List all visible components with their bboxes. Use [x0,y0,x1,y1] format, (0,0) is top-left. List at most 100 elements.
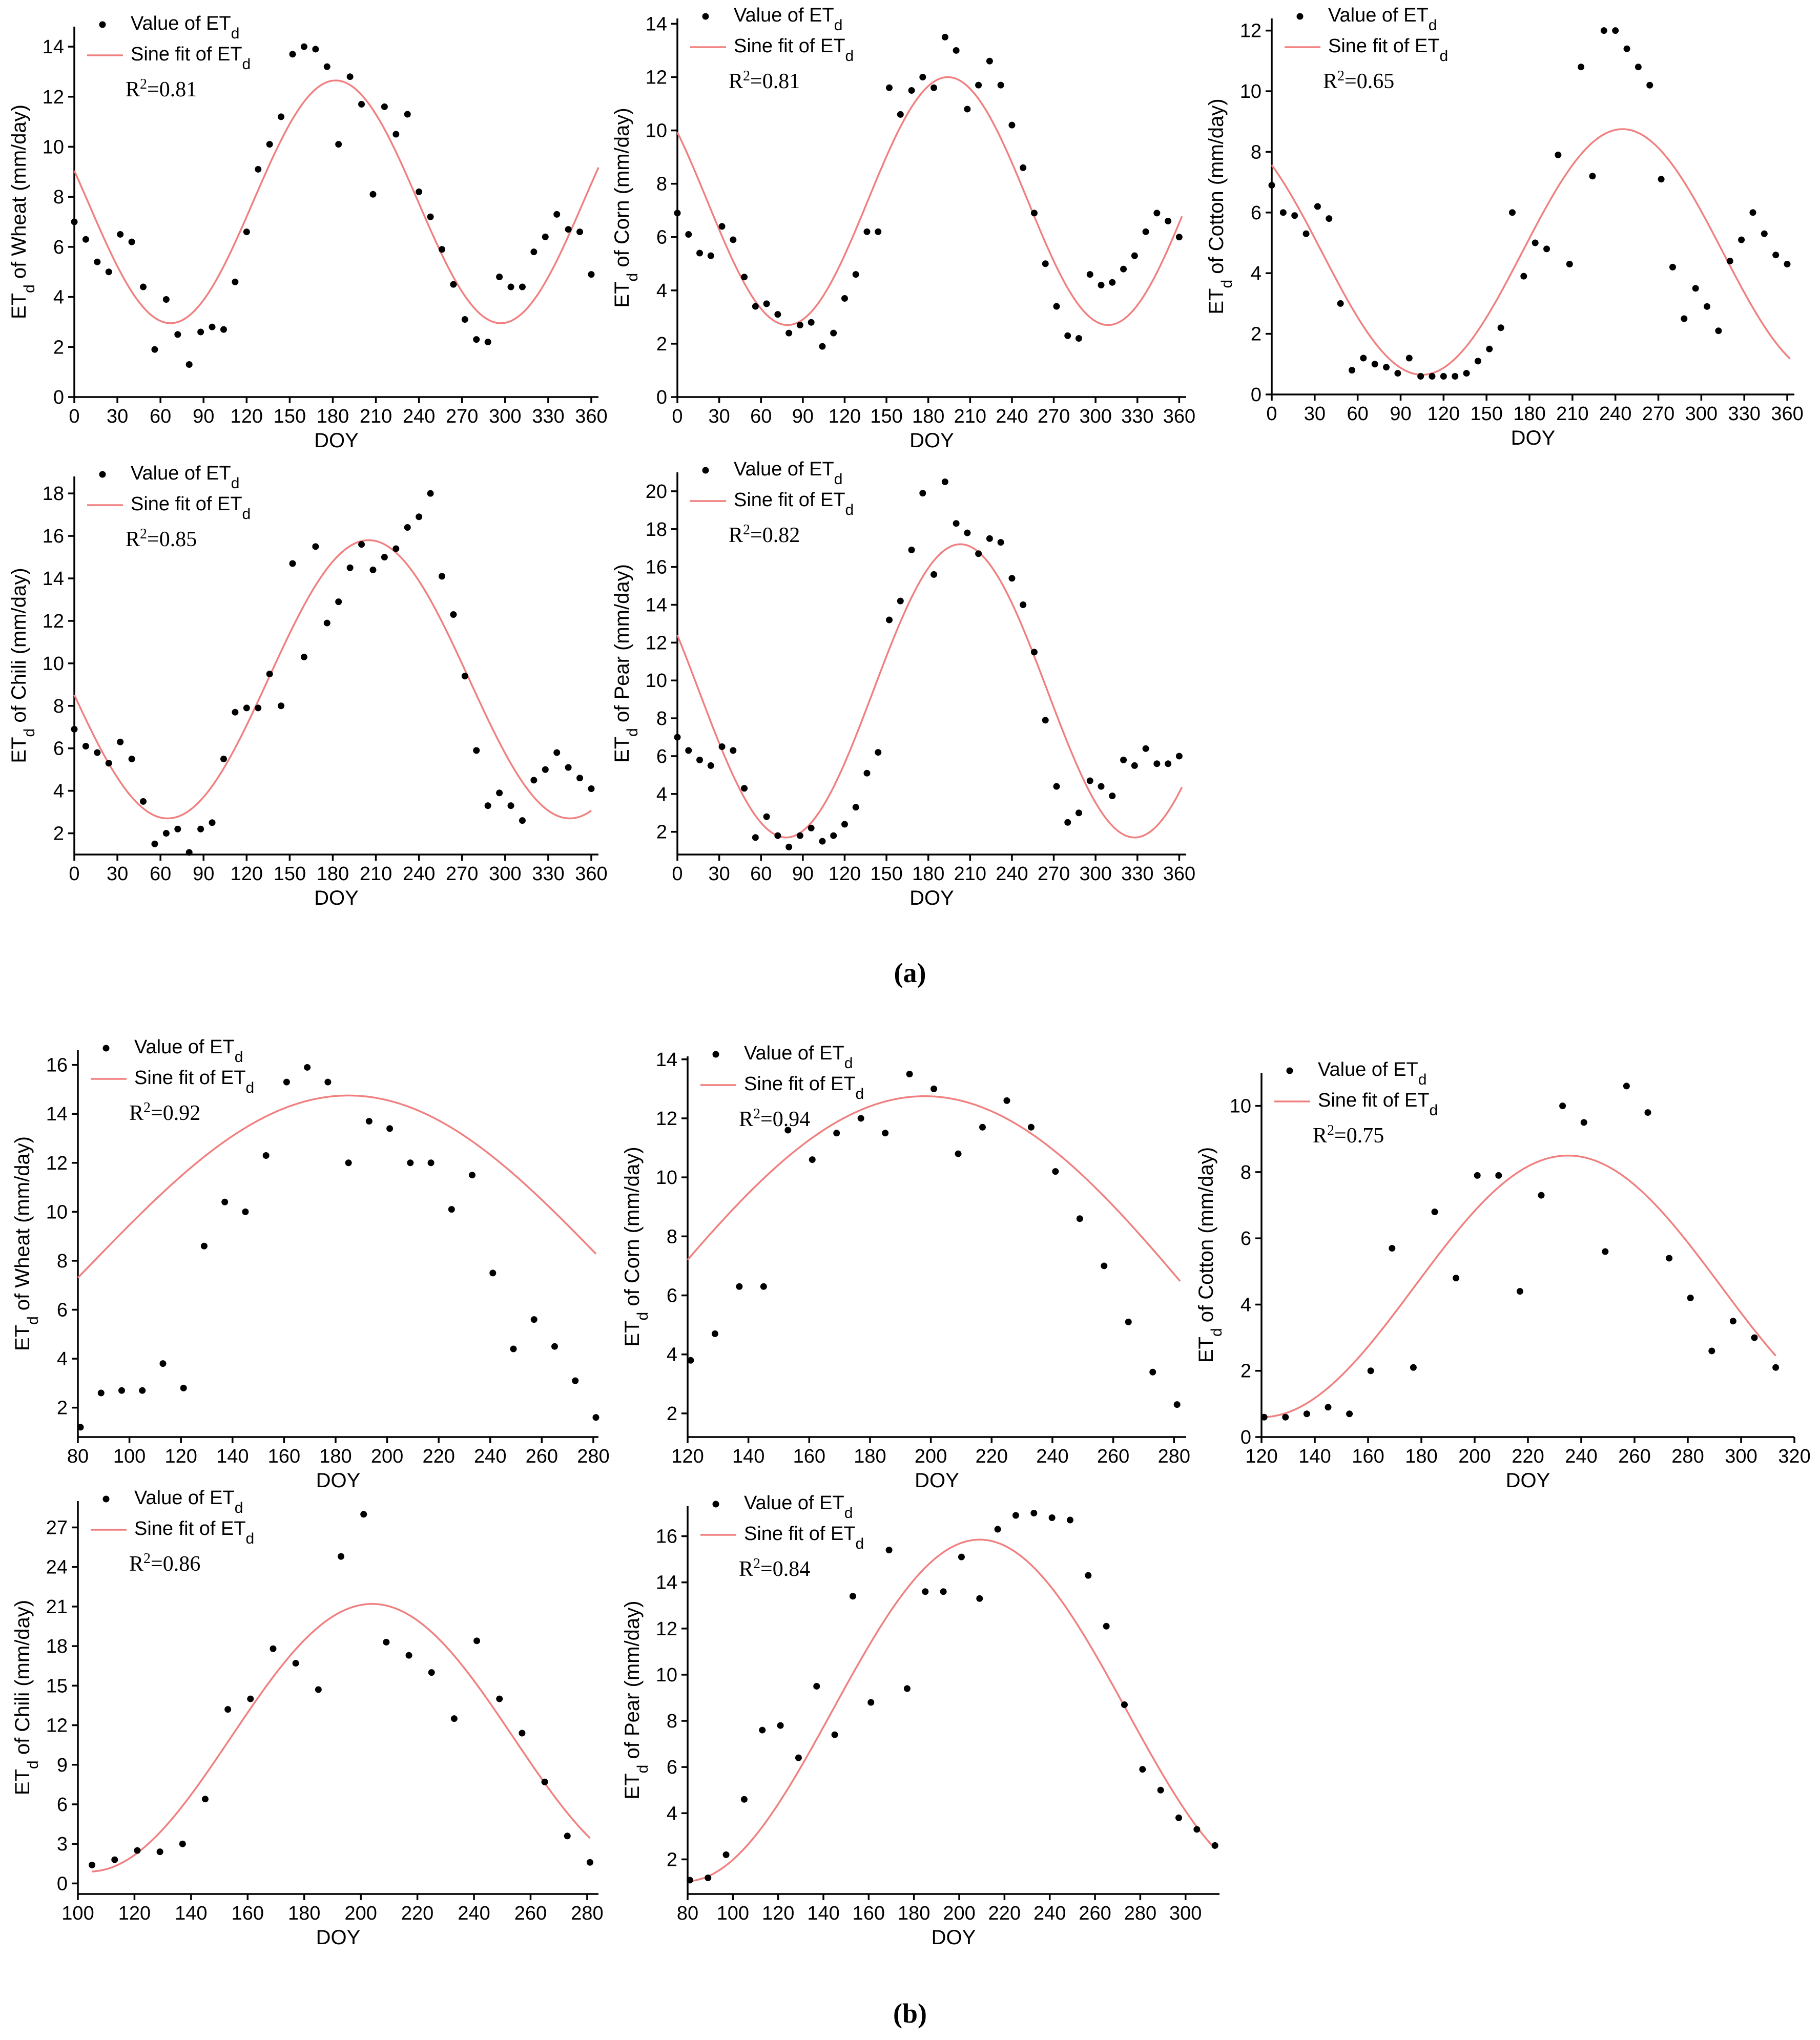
data-point [1431,1208,1438,1215]
data-point [220,326,227,333]
data-point [955,1150,962,1157]
y-axis-label-suffix: of Chili (mm/day) [8,568,30,728]
legend-fit-label: Sine fit of ETd [1318,1090,1438,1119]
legend-points-label-main: Value of ET [134,1036,235,1058]
legend-points-label-main: Value of ET [744,1043,844,1064]
y-tick-label: 2 [656,334,667,355]
group-label-a: (a) [894,957,926,988]
x-tick-label: 120 [762,1903,794,1924]
x-tick-label: 120 [829,406,861,427]
legend-fit-label-sub: d [845,502,854,518]
data-point [986,57,993,65]
data-point [1125,1318,1132,1325]
r-squared-sup: 2 [753,1106,760,1122]
legend-point-symbol [702,467,709,474]
x-tick-label: 120 [231,863,263,885]
data-point [1098,783,1105,790]
data-point [586,1859,593,1866]
x-tick-label: 330 [1728,403,1760,425]
x-tick-label: 270 [446,406,478,427]
data-point [97,1389,105,1397]
sine-fit-line [77,1094,597,1279]
data-point [1348,367,1355,374]
legend-point-symbol [712,1501,719,1508]
data-point [1580,1119,1587,1126]
data-point [266,141,273,148]
data-point [507,802,514,809]
x-tick-label: 210 [360,863,392,885]
data-point [1291,212,1298,219]
legend-points-label-sub: d [231,25,240,42]
y-tick-label: 2 [57,1398,68,1419]
x-tick-label: 210 [360,406,392,427]
y-tick-label: 14 [646,595,667,616]
data-point [763,813,770,820]
chart-a_corn: 0 30 60 90 120 150 180 210 240 270 300 330 360024681… [611,5,1195,452]
legend-points-label: Value of ETd [1318,1059,1426,1088]
data-point [82,236,89,243]
data-point [174,331,181,338]
x-tick-label: 0 [69,863,79,885]
legend-points-label-sub: d [235,1500,243,1516]
y-axis-label: ETd of Pear (mm/day) [621,1601,651,1800]
data-point [674,734,681,741]
data-point [741,274,748,281]
data-point [1165,760,1172,767]
data-point [323,63,330,70]
data-point [686,1877,693,1884]
x-tick-label: 90 [1390,403,1411,425]
x-tick-label: 120 [118,1903,151,1924]
legend-fit-label: Sine fit of ETd [744,1523,864,1552]
x-tick-label: 150 [870,406,902,427]
data-point [882,1130,889,1137]
data-point [857,1115,864,1122]
data-point [404,524,411,531]
data-point [381,103,388,110]
data-point [1142,745,1149,752]
data-point [174,825,181,832]
y-tick-label: 2 [656,822,667,843]
data-point [740,1796,748,1803]
x-axis-label: DOY [915,1469,959,1492]
y-axis-label-sub: d [624,273,641,282]
data-point [1687,1295,1694,1302]
data-point [220,755,227,762]
data-point [1371,361,1378,368]
y-axis-label: ETd of Cotton (mm/day) [1205,98,1235,314]
chart-a_pear: 0 30 60 90 120 150 180 210 240 270 300 330 360 2 4 6 8 10… [611,459,1195,909]
data-point [496,789,503,797]
data-point [979,1123,986,1131]
y-tick-label: 27 [46,1517,68,1538]
y-tick-label: 9 [57,1755,68,1776]
data-point [179,1840,186,1847]
data-point [1394,370,1401,377]
data-point [852,804,859,811]
x-tick-label: 160 [1352,1446,1384,1467]
data-point [696,249,704,257]
data-point [1516,1288,1523,1295]
data-point [1193,1826,1201,1833]
data-point [312,46,319,53]
data-point [300,653,307,660]
legend-fit-label-main: Sine fit of ET [744,1523,856,1545]
data-point [89,1861,96,1868]
data-point [300,43,307,50]
y-tick-label: 6 [667,1285,677,1307]
data-point [1566,260,1573,267]
x-tick-label: 160 [232,1903,264,1924]
data-point [975,81,982,89]
y-tick-label: 8 [53,186,64,208]
data-point [542,233,549,240]
chart-b_corn: 120 140 160 180 200 220 240 260 280 2 4 6 8 10 12 14 DOY… [621,1043,1190,1492]
legend-points-label: Value of ETd [744,1043,853,1072]
data-point [484,339,491,346]
data-point [1474,1172,1481,1179]
data-point [450,1715,458,1722]
data-point [1497,324,1504,331]
data-point [1543,245,1550,253]
x-tick-label: 240 [403,406,435,427]
legend-fit-label-sub: d [856,1086,864,1102]
data-point [1708,1347,1715,1355]
r-squared-value: =0.81 [750,70,800,93]
data-point [1602,1248,1609,1255]
